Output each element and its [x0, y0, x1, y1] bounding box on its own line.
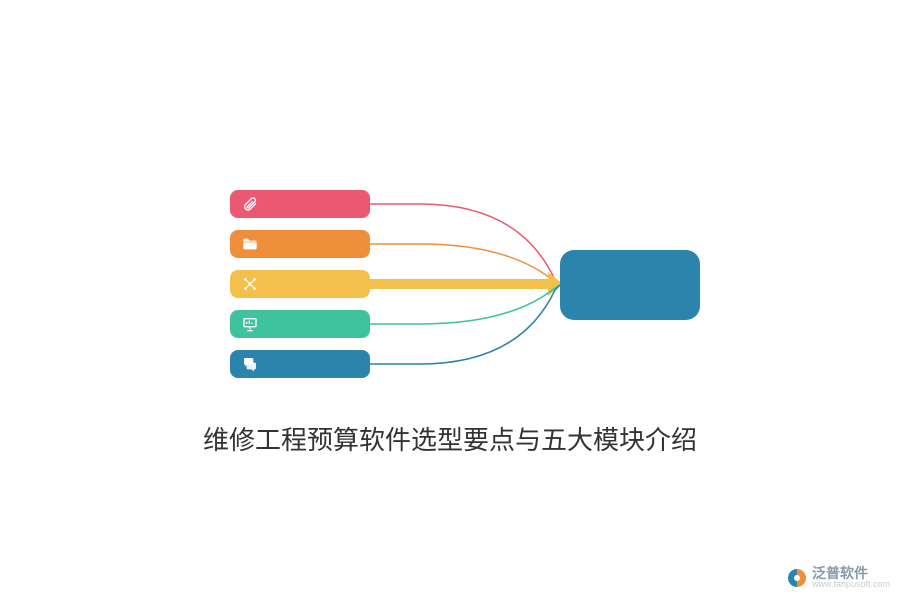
watermark-url: www.fanpusoft.com: [812, 580, 890, 589]
folder-icon: [240, 234, 260, 254]
target-node: [560, 250, 700, 320]
source-node-node2: [230, 230, 370, 258]
source-node-node3: [230, 270, 370, 298]
source-node-node1: [230, 190, 370, 218]
chat-icon: [240, 354, 260, 374]
source-node-node4: [230, 310, 370, 338]
edge-node2-target: [370, 244, 560, 285]
watermark-brand: 泛普软件: [812, 566, 890, 580]
diagram-title: 维修工程预算软件选型要点与五大模块介绍: [0, 420, 900, 457]
watermark: 泛普软件 www.fanpusoft.com: [786, 566, 890, 589]
watermark-logo-icon: [786, 567, 808, 589]
edge-node4-target: [370, 285, 560, 324]
network-icon: [240, 274, 260, 294]
source-node-node5: [230, 350, 370, 378]
diagram-canvas: [0, 0, 900, 600]
paperclip-icon: [240, 194, 260, 214]
presentation-icon: [240, 314, 260, 334]
